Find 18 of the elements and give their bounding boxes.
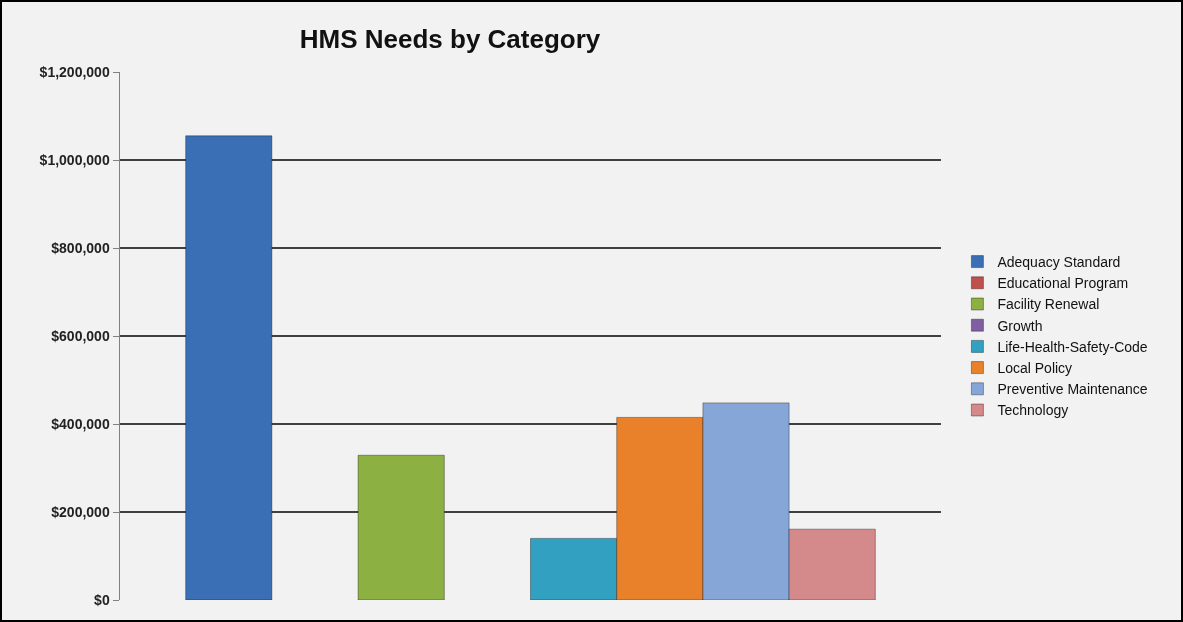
legend-label: Educational Program	[997, 275, 1129, 292]
legend-label: Life-Health-Safety-Code	[997, 338, 1148, 355]
legend-label: Adequacy Standard	[997, 254, 1121, 271]
y-tick-label: $1,000,000	[39, 151, 110, 168]
legend-label: Local Policy	[997, 360, 1073, 377]
y-tick-label: $800,000	[51, 239, 110, 256]
chart-title: HMS Needs by Category	[299, 24, 601, 55]
bar	[357, 454, 445, 600]
legend-label: Growth	[997, 317, 1043, 334]
y-tick-label: $0	[94, 591, 110, 608]
legend-label: Technology	[997, 402, 1069, 419]
legend-label: Facility Renewal	[997, 296, 1100, 313]
y-tick-label: $200,000	[51, 503, 110, 520]
y-tick-label: $400,000	[51, 415, 110, 432]
legend-label: Preventive Maintenance	[997, 381, 1148, 398]
y-tick-label: $1,200,000	[39, 63, 110, 80]
bar	[185, 135, 273, 600]
y-tick-label: $600,000	[51, 327, 110, 344]
